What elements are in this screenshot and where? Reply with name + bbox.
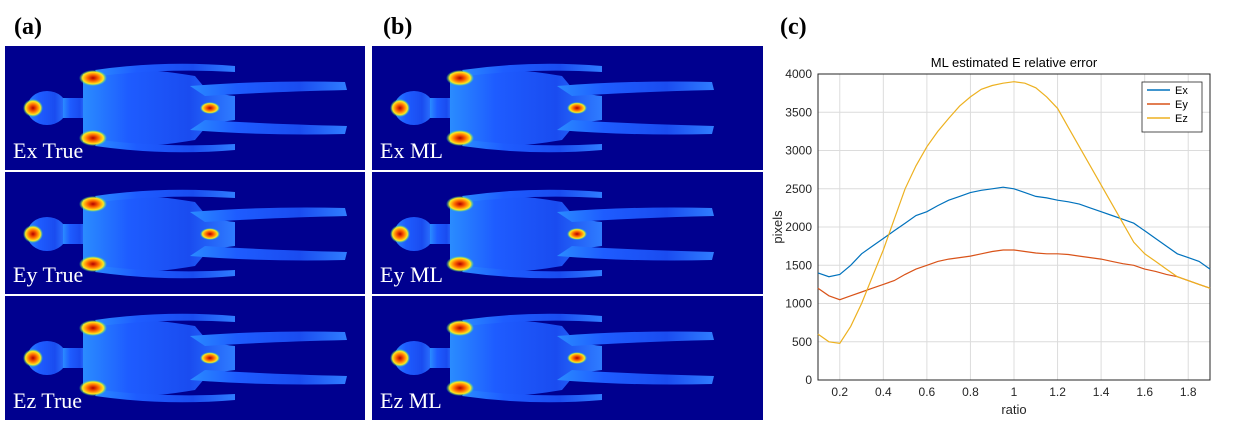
legend-entry: Ez — [1175, 113, 1188, 125]
x-tick-label: 0.6 — [919, 385, 936, 399]
panel-label-a: (a) — [14, 14, 42, 40]
x-tick-label: 0.8 — [962, 385, 979, 399]
y-tick-label: 4000 — [785, 67, 812, 81]
series-line-ex — [817, 186, 1211, 278]
y-tick-label: 2500 — [785, 182, 812, 196]
x-axis-label: ratio — [1001, 402, 1026, 417]
map-label: Ey ML — [380, 262, 443, 287]
y-tick-label: 1500 — [785, 258, 812, 272]
legend: Ex Ey Ez — [1141, 81, 1203, 133]
y-axis: 0 500 1000 1500 2000 2500 3000 3500 4000 — [785, 67, 812, 387]
y-tick-label: 500 — [792, 335, 812, 349]
x-tick-label: 1.4 — [1093, 385, 1110, 399]
map-label: Ey True — [13, 262, 84, 287]
x-axis: 0.2 0.4 0.6 0.8 1 1.2 1.4 1.6 1.8 — [831, 385, 1196, 399]
map-ez-ml: Ez ML — [372, 296, 763, 420]
map-ey-ml: Ey ML — [372, 172, 763, 294]
legend-entry: Ex — [1175, 85, 1188, 97]
x-tick-label: 1.6 — [1136, 385, 1153, 399]
y-tick-label: 3500 — [785, 105, 812, 119]
y-tick-label: 2000 — [785, 220, 812, 234]
map-label: Ex True — [13, 138, 84, 163]
panel-label-c: (c) — [780, 14, 807, 40]
map-label: Ez ML — [380, 388, 442, 413]
series-line-ez — [817, 81, 1211, 344]
x-tick-label: 1 — [1011, 385, 1018, 399]
map-ex-ml: Ex ML — [372, 46, 763, 170]
x-tick-label: 0.2 — [831, 385, 848, 399]
legend-box — [1141, 81, 1203, 133]
panel-label-b: (b) — [383, 14, 413, 40]
plot-area — [817, 73, 1211, 381]
map-label: Ez True — [13, 388, 83, 413]
map-ey-true: Ey True — [5, 172, 365, 294]
series-line-ey — [817, 249, 1211, 301]
x-tick-label: 1.2 — [1049, 385, 1066, 399]
series — [817, 81, 1211, 344]
x-tick-label: 0.4 — [875, 385, 892, 399]
y-tick-label: 1000 — [785, 297, 812, 311]
map-label: Ex ML — [380, 138, 443, 163]
chart-title: ML estimated E relative error — [931, 55, 1098, 70]
y-tick-label: 0 — [805, 373, 812, 387]
legend-entry: Ey — [1175, 99, 1188, 111]
x-tick-label: 1.8 — [1180, 385, 1197, 399]
y-axis-label: pixels — [770, 210, 785, 244]
map-ez-true: Ez True — [5, 296, 365, 420]
y-tick-label: 3000 — [785, 144, 812, 158]
map-ex-true: Ex True — [5, 46, 365, 170]
